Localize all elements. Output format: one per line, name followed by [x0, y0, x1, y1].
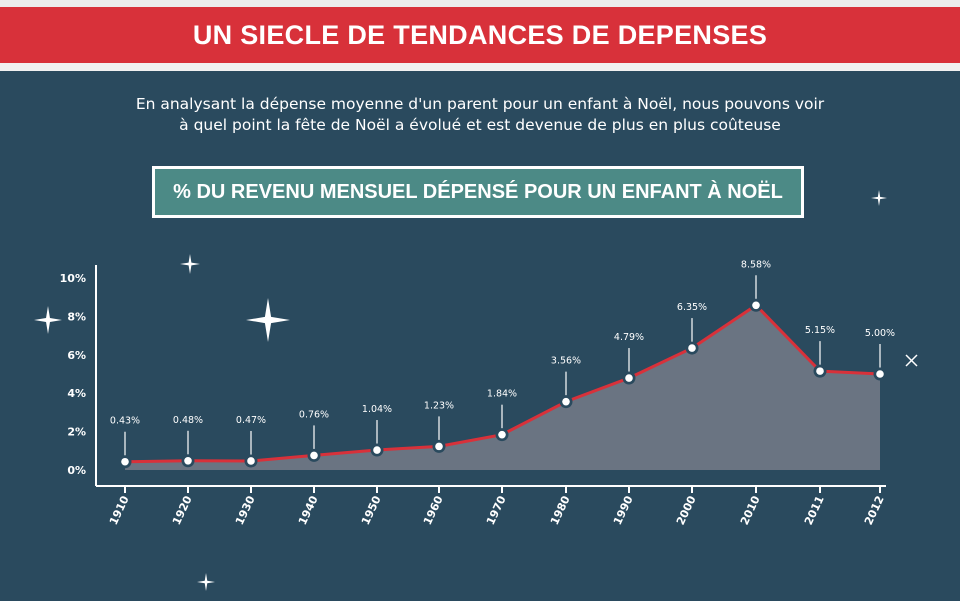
data-label: 5.15% — [805, 325, 835, 336]
y-tick-label: 8% — [67, 310, 86, 323]
x-tick-label: 2010 — [738, 493, 763, 527]
x-tick-label: 1950 — [359, 493, 384, 527]
top-strip — [0, 0, 960, 7]
data-point — [876, 370, 884, 378]
data-label: 1.84% — [487, 389, 517, 400]
decorative-stars — [34, 190, 918, 591]
data-label: 1.23% — [424, 400, 454, 411]
data-label: 4.79% — [614, 332, 644, 343]
label-stems — [124, 275, 881, 456]
data-point — [184, 456, 192, 465]
data-point — [562, 397, 570, 406]
data-label: 1.04% — [362, 404, 392, 415]
data-label: 5.00% — [865, 328, 895, 339]
data-label: 0.48% — [173, 415, 203, 426]
intro-line-1: En analysant la dépense moyenne d'un par… — [135, 95, 825, 113]
intro-text: En analysant la dépense moyenne d'un par… — [0, 94, 960, 136]
data-point — [816, 367, 824, 375]
data-points — [118, 298, 887, 469]
x-tick-label: 1910 — [107, 493, 132, 527]
data-label: 0.76% — [299, 409, 329, 420]
title-banner: UN SIECLE DE TENDANCES DE DEPENSES — [0, 7, 960, 71]
data-point — [247, 457, 255, 465]
x-tick-label: 1990 — [611, 493, 636, 527]
x-tick-label: 2000 — [674, 493, 699, 527]
axes — [95, 265, 886, 493]
x-tick-label: 2012 — [862, 494, 887, 527]
y-tick-labels: 0% 2% 4% 6% 8% 10% — [60, 272, 86, 477]
chart-title: % DU REVENU MENSUEL DÉPENSÉ POUR UN ENFA… — [173, 181, 783, 203]
x-tick-label: 1980 — [548, 493, 573, 527]
sparkle-icon — [246, 298, 290, 342]
data-point — [688, 344, 696, 352]
data-point — [625, 374, 633, 382]
data-label: 0.43% — [110, 416, 140, 427]
data-label: 0.47% — [236, 415, 266, 426]
y-tick-label: 10% — [60, 272, 86, 285]
intro-line-2: à quel point la fête de Noël a évolué et… — [179, 116, 781, 134]
data-label: 6.35% — [677, 302, 707, 313]
x-tick-label: 1940 — [296, 493, 321, 527]
y-tick-label: 2% — [67, 426, 86, 439]
sparkle-icon — [180, 254, 200, 274]
x-tick-label: 1920 — [170, 493, 195, 527]
data-point — [752, 301, 760, 310]
data-labels: 0.43% 0.48% 0.47% 0.76% 1.04% 1.23% 1.84% 3.56%… — [110, 259, 895, 426]
data-label: 3.56% — [551, 356, 581, 367]
data-point — [373, 446, 381, 454]
y-tick-label: 6% — [67, 349, 86, 362]
data-point — [498, 430, 506, 439]
data-label: 8.58% — [741, 259, 771, 270]
sparkle-icon — [871, 190, 887, 206]
x-tick-label: 2011 — [802, 494, 827, 527]
data-point — [121, 457, 129, 466]
x-tick-label: 1930 — [233, 493, 258, 527]
x-tick-labels: 1910 1920 1930 1940 1950 1960 1970 1980 1990 2000… — [107, 493, 887, 527]
data-point — [435, 442, 443, 451]
sparkle-icon — [197, 573, 215, 591]
x-tick-label: 1960 — [421, 493, 446, 527]
y-tick-label: 0% — [67, 464, 86, 477]
sparkle-icon — [34, 306, 62, 334]
cross-sparkle-icon — [905, 354, 918, 367]
x-tick-label: 1970 — [484, 493, 509, 527]
chart-area — [125, 305, 880, 470]
page-title: UN SIECLE DE TENDANCES DE DEPENSES — [192, 20, 768, 50]
y-tick-label: 4% — [67, 387, 86, 400]
data-point — [310, 451, 318, 460]
chart-title-box: % DU REVENU MENSUEL DÉPENSÉ POUR UN ENFA… — [152, 166, 804, 218]
